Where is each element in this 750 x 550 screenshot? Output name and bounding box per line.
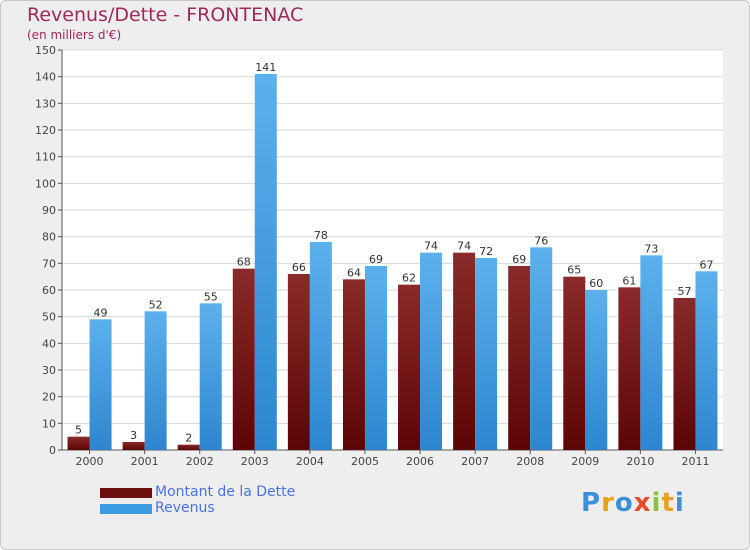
x-tick-label: 2007 [461,455,489,468]
data-label-dette: 66 [292,261,306,274]
bar-revenus [640,255,663,450]
y-tick-label: 130 [35,97,56,110]
bar-revenus [530,247,553,450]
x-tick-label: 2009 [571,455,599,468]
y-tick-label: 140 [35,71,56,84]
y-tick-label: 90 [42,204,56,217]
bar-dette [232,268,255,450]
data-label-revenus: 73 [644,242,658,255]
bar-dette [673,298,696,450]
x-tick-label: 2010 [626,455,654,468]
bar-dette [618,287,641,450]
data-label-revenus: 60 [589,277,603,290]
bar-revenus [420,252,443,450]
legend-label-revenus: Revenus [155,500,215,516]
logo-letter: i [674,488,685,518]
y-tick-label: 60 [42,284,56,297]
data-label-dette: 57 [677,285,691,298]
data-label-dette: 61 [622,274,636,287]
bar-revenus [475,258,498,450]
y-tick-label: 100 [35,177,56,190]
legend-swatch-revenus [100,504,152,514]
data-label-dette: 74 [457,240,471,253]
x-tick-label: 2011 [681,455,709,468]
data-label-revenus: 49 [94,306,108,319]
chart-subtitle: (en milliers d'€) [27,28,122,42]
data-label-revenus: 67 [699,258,713,271]
y-tick-label: 30 [42,364,56,377]
data-label-revenus: 72 [479,245,493,258]
bar-revenus [309,242,332,450]
bar-revenus [254,74,277,450]
x-tick-label: 2004 [296,455,324,468]
data-label-dette: 3 [130,429,137,442]
data-label-dette: 2 [185,432,192,445]
y-tick-label: 80 [42,231,56,244]
data-label-revenus: 78 [314,229,328,242]
logo-letter: r [601,488,615,518]
x-tick-label: 2000 [76,455,104,468]
x-tick-label: 2006 [406,455,434,468]
y-tick-label: 150 [35,44,56,57]
bar-dette [122,442,145,450]
data-label-revenus: 52 [149,298,163,311]
data-label-dette: 5 [75,424,82,437]
bar-revenus [89,319,112,450]
data-label-dette: 62 [402,272,416,285]
y-tick-label: 40 [42,337,56,350]
legend-swatch-dette [100,488,152,498]
bar-revenus [144,311,167,450]
bar-revenus [199,303,222,450]
bar-dette [398,284,421,450]
data-label-revenus: 74 [424,240,438,253]
x-tick-label: 2003 [241,455,269,468]
bar-dette [287,274,310,450]
data-label-dette: 65 [567,264,581,277]
x-tick-label: 2008 [516,455,544,468]
bar-dette [563,276,586,450]
data-label-dette: 68 [237,256,251,269]
logo-letter: t [661,488,675,518]
bar-dette [67,436,90,450]
bar-dette [177,444,200,450]
y-tick-label: 0 [49,444,56,457]
logo-letter: i [651,488,662,518]
bar-revenus [585,290,608,450]
bar-dette [342,279,365,450]
logo-letter: o [614,488,634,518]
legend-label-dette: Montant de la Dette [155,484,296,500]
proxiti-logo: Proxiti [581,488,685,518]
y-tick-label: 120 [35,124,56,137]
y-tick-label: 110 [35,151,56,164]
x-tick-label: 2005 [351,455,379,468]
data-label-revenus: 69 [369,253,383,266]
plot-area [62,50,723,450]
bar-revenus [364,266,387,450]
data-label-dette: 64 [347,266,361,279]
bar-dette [508,266,531,450]
x-tick-label: 2002 [186,455,214,468]
bar-revenus [695,271,718,450]
data-label-revenus: 55 [204,290,218,303]
data-label-dette: 69 [512,253,526,266]
data-label-revenus: 141 [255,61,276,74]
chart-title: Revenus/Dette - FRONTENAC [27,4,304,26]
y-tick-label: 10 [42,417,56,430]
logo-letter: x [633,488,652,518]
data-label-revenus: 76 [534,234,548,247]
y-tick-label: 20 [42,391,56,404]
y-tick-label: 50 [42,311,56,324]
bar-dette [453,252,476,450]
x-tick-label: 2001 [131,455,159,468]
y-tick-label: 70 [42,257,56,270]
logo-letter: P [581,488,602,518]
